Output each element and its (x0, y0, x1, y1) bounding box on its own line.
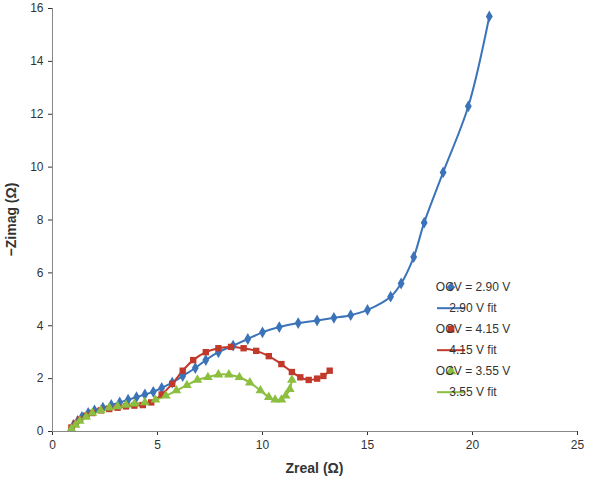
svg-text:3.55 V fit: 3.55 V fit (449, 385, 497, 399)
svg-text:20: 20 (466, 438, 480, 452)
svg-text:OCV = 4.15 V: OCV = 4.15 V (436, 322, 510, 336)
svg-text:25: 25 (571, 438, 585, 452)
svg-text:8: 8 (37, 213, 44, 227)
svg-text:16: 16 (30, 1, 44, 15)
svg-text:2: 2 (37, 371, 44, 385)
svg-text:OCV = 3.55 V: OCV = 3.55 V (436, 364, 510, 378)
svg-text:0: 0 (37, 424, 44, 438)
svg-text:12: 12 (30, 107, 44, 121)
svg-text:14: 14 (30, 54, 44, 68)
svg-text:−Zimag (Ω): −Zimag (Ω) (3, 183, 19, 257)
svg-text:10: 10 (256, 438, 270, 452)
svg-text:4.15 V fit: 4.15 V fit (449, 343, 497, 357)
svg-text:15: 15 (361, 438, 375, 452)
svg-text:0: 0 (49, 438, 56, 452)
svg-text:2.90 V fit: 2.90 V fit (449, 301, 497, 315)
svg-text:Zreal (Ω): Zreal (Ω) (286, 460, 344, 476)
svg-text:4: 4 (37, 319, 44, 333)
svg-text:10: 10 (30, 160, 44, 174)
svg-text:6: 6 (37, 266, 44, 280)
svg-text:5: 5 (154, 438, 161, 452)
svg-text:OCV = 2.90 V: OCV = 2.90 V (436, 280, 510, 294)
